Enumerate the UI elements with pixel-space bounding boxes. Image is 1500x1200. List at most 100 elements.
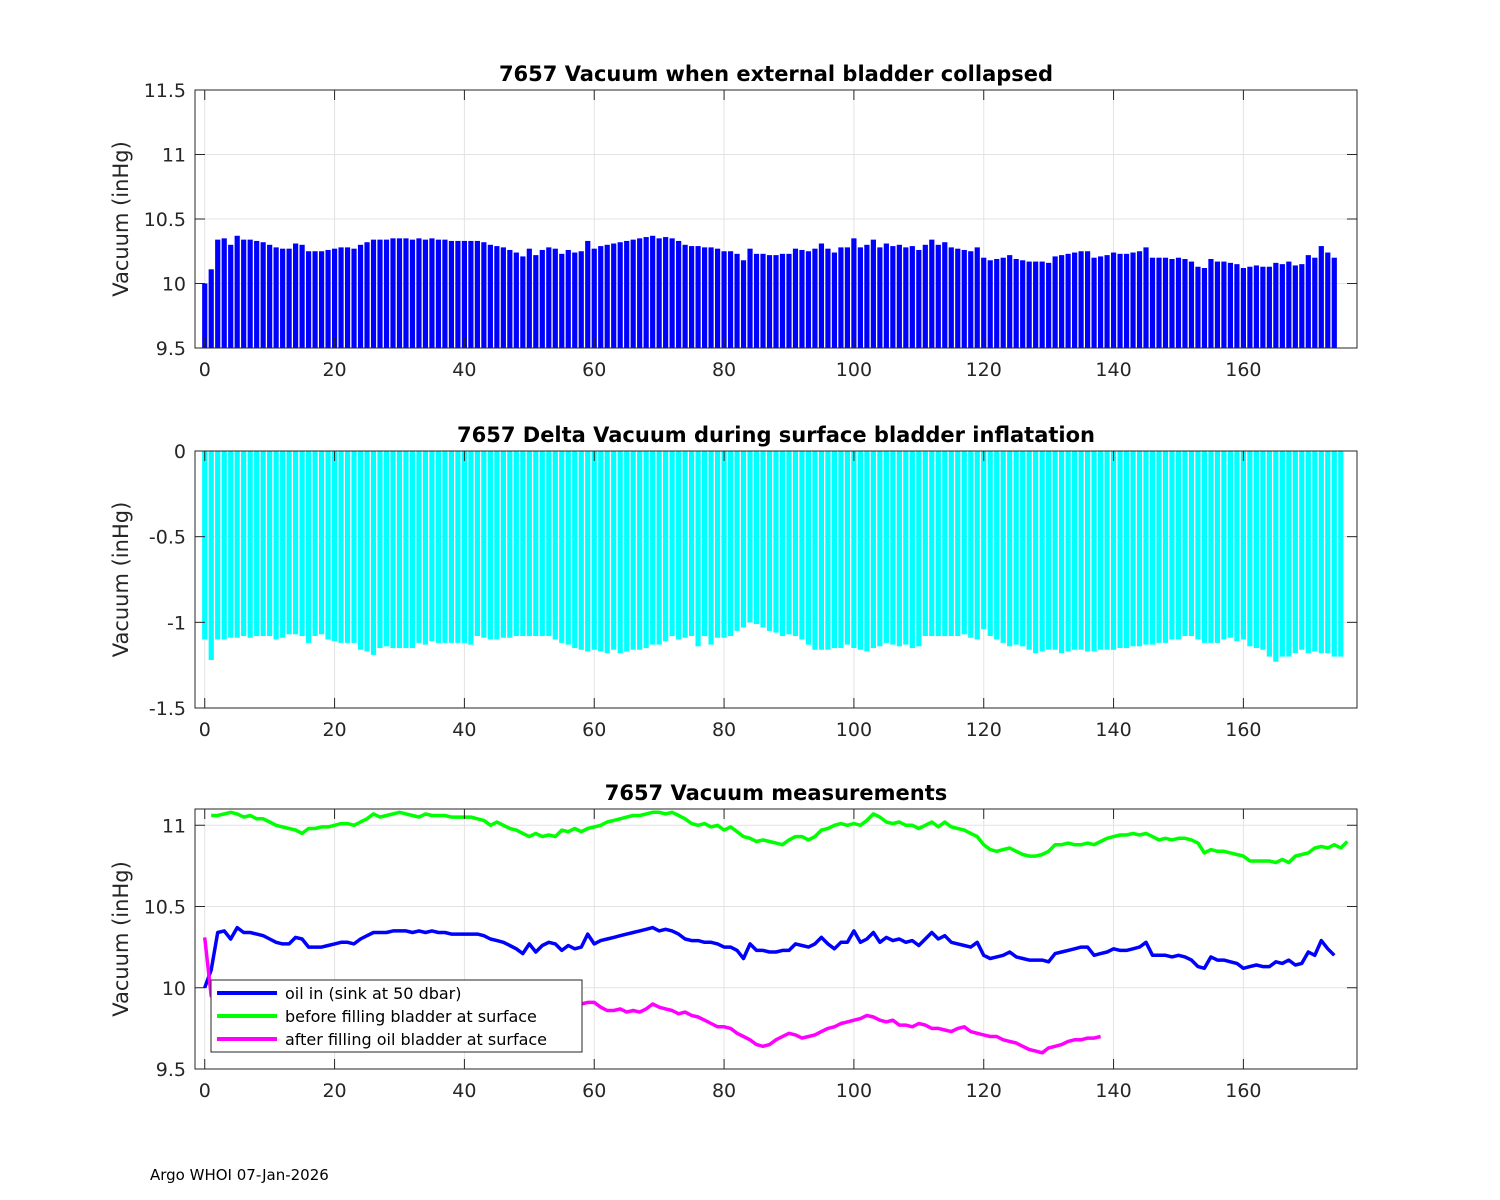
bar — [286, 451, 292, 635]
bar — [883, 451, 889, 643]
bar — [1052, 451, 1058, 650]
x-tick-label: 40 — [452, 1080, 476, 1102]
bar — [812, 451, 818, 650]
bar — [396, 451, 403, 649]
bar — [942, 451, 948, 637]
bar — [721, 451, 727, 638]
bar — [617, 242, 623, 348]
bar — [208, 451, 214, 661]
bar — [604, 244, 610, 348]
bar — [786, 451, 792, 635]
bar — [306, 251, 312, 348]
bar — [916, 451, 922, 647]
bar — [773, 451, 779, 633]
x-tick-label: 160 — [1225, 1080, 1261, 1102]
bar — [247, 451, 253, 638]
bar — [1305, 255, 1311, 348]
bar — [338, 451, 344, 643]
bar — [598, 451, 604, 652]
bar — [981, 257, 987, 348]
plot-content — [202, 235, 1337, 348]
bar — [533, 451, 539, 637]
bar — [1130, 451, 1136, 647]
bar — [1059, 451, 1065, 654]
bar — [1091, 257, 1097, 348]
bar — [1318, 246, 1324, 348]
bar — [1007, 255, 1013, 348]
bar — [507, 451, 513, 638]
bar — [448, 240, 455, 348]
bar — [559, 451, 565, 643]
bar — [208, 269, 214, 348]
bar — [254, 240, 260, 348]
bar — [403, 451, 409, 649]
bar — [877, 247, 883, 348]
footer-credit: Argo WHOI 07-Jan-2026 — [150, 1166, 329, 1184]
bar — [669, 451, 675, 637]
axes-box — [194, 450, 1358, 709]
bar — [1065, 253, 1071, 348]
bar — [896, 244, 902, 348]
bar — [331, 248, 338, 348]
bar — [1201, 268, 1208, 348]
bar — [792, 248, 799, 348]
bar — [916, 249, 922, 348]
bar — [351, 248, 357, 348]
bar — [442, 239, 448, 348]
bar — [526, 451, 532, 637]
bar — [689, 246, 695, 348]
bar — [312, 251, 318, 348]
bar — [1247, 451, 1253, 647]
bar — [1065, 451, 1071, 652]
bar — [1117, 451, 1123, 649]
chart-title: 7657 Vacuum measurements — [605, 781, 948, 805]
bar — [624, 451, 630, 652]
x-tick-label: 120 — [966, 359, 1002, 381]
bar — [1104, 451, 1110, 650]
bar — [539, 451, 545, 637]
bar — [1162, 451, 1169, 643]
bar — [773, 255, 779, 348]
bar — [215, 451, 221, 640]
bar — [383, 451, 390, 647]
bar — [870, 239, 876, 348]
bar — [909, 451, 915, 649]
bar — [1033, 451, 1039, 654]
bar — [721, 251, 727, 348]
bar — [1208, 451, 1214, 643]
bar — [844, 451, 851, 645]
bar — [526, 248, 532, 348]
bar — [1286, 261, 1292, 348]
y-tick-label: -0.5 — [149, 527, 186, 549]
bar — [299, 244, 305, 348]
bar — [1169, 258, 1175, 348]
bar — [539, 249, 545, 348]
bar — [766, 451, 773, 631]
bar — [1273, 262, 1279, 348]
bar — [676, 240, 682, 348]
bar — [1059, 255, 1065, 348]
x-tick-label: 20 — [322, 359, 346, 381]
bar — [331, 451, 338, 642]
bar — [624, 240, 630, 348]
bar — [1240, 268, 1246, 348]
bar — [1097, 256, 1104, 348]
bar — [870, 451, 876, 649]
bar — [228, 244, 234, 348]
x-tick-label: 120 — [966, 719, 1002, 741]
bar — [838, 247, 844, 348]
bar — [844, 247, 851, 348]
bar — [942, 242, 948, 348]
bar — [786, 253, 792, 348]
bar — [1305, 451, 1311, 654]
bar — [1052, 256, 1058, 348]
bar — [494, 246, 500, 348]
bar — [1039, 261, 1045, 348]
bar — [1260, 451, 1266, 650]
bar — [1221, 261, 1227, 348]
bar — [461, 240, 467, 348]
bar — [1175, 451, 1182, 640]
bar — [968, 451, 974, 638]
bar — [572, 252, 578, 348]
bar — [1156, 257, 1162, 348]
